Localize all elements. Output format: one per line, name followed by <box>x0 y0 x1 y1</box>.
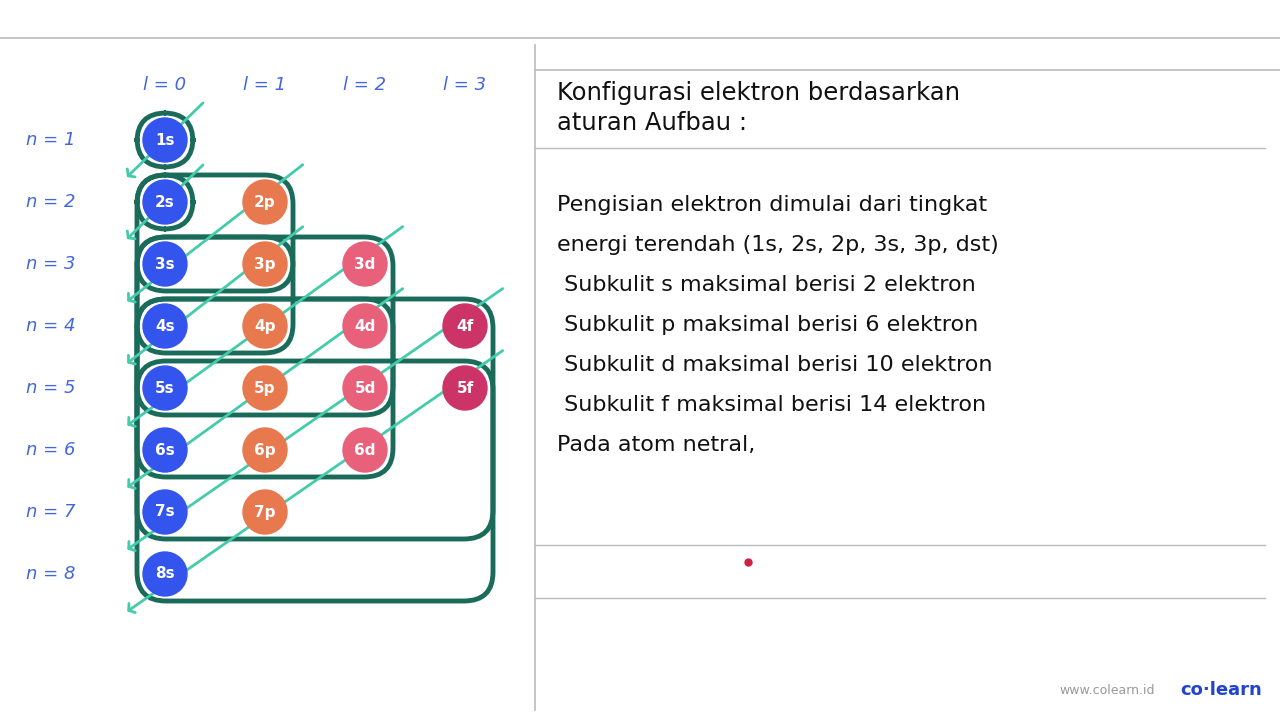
Text: Pengisian elektron dimulai dari tingkat: Pengisian elektron dimulai dari tingkat <box>557 195 987 215</box>
Text: 8s: 8s <box>155 567 175 582</box>
Text: 7s: 7s <box>155 505 175 520</box>
Text: 4p: 4p <box>255 318 275 333</box>
Text: 2p: 2p <box>255 194 275 210</box>
Text: n = 5: n = 5 <box>26 379 76 397</box>
Circle shape <box>243 366 287 410</box>
Circle shape <box>143 490 187 534</box>
Text: energi terendah (1s, 2s, 2p, 3s, 3p, dst): energi terendah (1s, 2s, 2p, 3s, 3p, dst… <box>557 235 998 255</box>
Text: n = 6: n = 6 <box>26 441 76 459</box>
Text: 1s: 1s <box>155 132 175 148</box>
Text: 6s: 6s <box>155 443 175 457</box>
Text: 4s: 4s <box>155 318 175 333</box>
Text: Konfigurasi elektron berdasarkan: Konfigurasi elektron berdasarkan <box>557 81 960 105</box>
Circle shape <box>343 428 387 472</box>
Text: Pada atom netral,: Pada atom netral, <box>557 435 755 455</box>
Text: n = 8: n = 8 <box>26 565 76 583</box>
Text: 3d: 3d <box>355 256 376 271</box>
Circle shape <box>443 366 486 410</box>
Text: l = 0: l = 0 <box>143 76 187 94</box>
Text: Subkulit s maksimal berisi 2 elektron: Subkulit s maksimal berisi 2 elektron <box>557 275 975 295</box>
Text: n = 1: n = 1 <box>26 131 76 149</box>
Text: 4d: 4d <box>355 318 376 333</box>
Text: 3p: 3p <box>255 256 275 271</box>
Text: 3s: 3s <box>155 256 175 271</box>
Text: 6p: 6p <box>255 443 275 457</box>
Text: n = 4: n = 4 <box>26 317 76 335</box>
Text: 2s: 2s <box>155 194 175 210</box>
Circle shape <box>243 242 287 286</box>
Circle shape <box>243 490 287 534</box>
Text: n = 3: n = 3 <box>26 255 76 273</box>
Circle shape <box>143 552 187 596</box>
Circle shape <box>143 428 187 472</box>
Text: 5p: 5p <box>255 380 275 395</box>
Circle shape <box>343 304 387 348</box>
Text: l = 1: l = 1 <box>243 76 287 94</box>
Text: n = 2: n = 2 <box>26 193 76 211</box>
Circle shape <box>243 180 287 224</box>
Circle shape <box>143 304 187 348</box>
Text: 6d: 6d <box>355 443 376 457</box>
Text: 4f: 4f <box>457 318 474 333</box>
Text: 5f: 5f <box>457 380 474 395</box>
Text: co·learn: co·learn <box>1180 681 1262 699</box>
Circle shape <box>143 180 187 224</box>
Circle shape <box>143 118 187 162</box>
Text: l = 3: l = 3 <box>443 76 486 94</box>
Circle shape <box>243 304 287 348</box>
Circle shape <box>143 242 187 286</box>
Text: 5s: 5s <box>155 380 175 395</box>
Circle shape <box>243 428 287 472</box>
Text: l = 2: l = 2 <box>343 76 387 94</box>
Circle shape <box>143 366 187 410</box>
Text: n = 7: n = 7 <box>26 503 76 521</box>
Text: Subkulit f maksimal berisi 14 elektron: Subkulit f maksimal berisi 14 elektron <box>557 395 986 415</box>
Text: 7p: 7p <box>255 505 275 520</box>
Circle shape <box>443 304 486 348</box>
Text: www.colearn.id: www.colearn.id <box>1060 683 1155 696</box>
Text: 5d: 5d <box>355 380 376 395</box>
Circle shape <box>343 242 387 286</box>
Circle shape <box>343 366 387 410</box>
Text: aturan Aufbau :: aturan Aufbau : <box>557 111 748 135</box>
Text: Subkulit d maksimal berisi 10 elektron: Subkulit d maksimal berisi 10 elektron <box>557 355 992 375</box>
Text: Subkulit p maksimal berisi 6 elektron: Subkulit p maksimal berisi 6 elektron <box>557 315 978 335</box>
